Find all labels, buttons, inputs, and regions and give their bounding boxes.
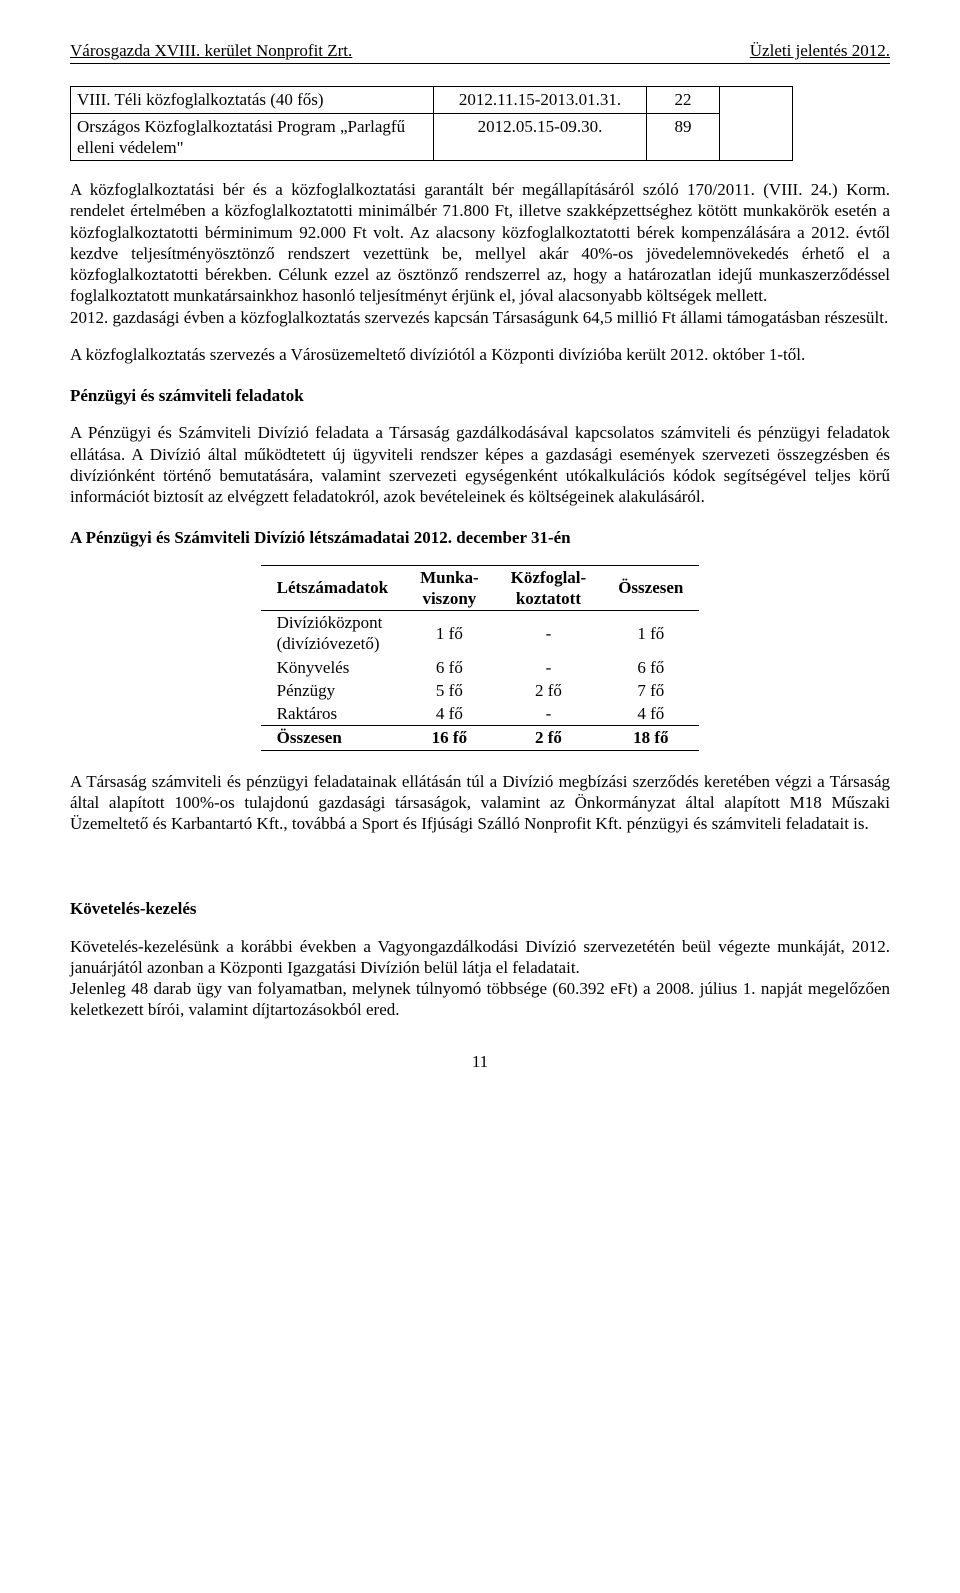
staff-table: Létszámadatok Munka-viszony Közfoglal-ko… xyxy=(261,565,700,751)
section-heading: Pénzügyi és számviteli feladatok xyxy=(70,385,890,406)
cell-label: VIII. Téli közfoglalkoztatás (40 fős) xyxy=(71,87,434,113)
col-header: Létszámadatok xyxy=(261,565,404,611)
cell-label: Divízióközpont(divízióvezető) xyxy=(261,611,404,656)
cell-value: 16 fő xyxy=(404,726,495,750)
body-paragraph: A Társaság számviteli és pénzügyi felada… xyxy=(70,771,890,835)
cell-value: 4 fő xyxy=(404,702,495,726)
body-paragraph: A közfoglalkoztatás szervezés a Városüze… xyxy=(70,344,890,365)
table-row: Raktáros 4 fő - 4 fő xyxy=(261,702,700,726)
spacer xyxy=(70,850,890,878)
cell-value: 2 fő xyxy=(495,679,603,702)
table-header-row: Létszámadatok Munka-viszony Közfoglal-ko… xyxy=(261,565,700,611)
cell-value: 1 fő xyxy=(404,611,495,656)
section-heading: Követelés-kezelés xyxy=(70,898,890,919)
table-total-row: Összesen 16 fő 2 fő 18 fő xyxy=(261,726,700,750)
cell-label: Összesen xyxy=(261,726,404,750)
body-paragraph: 2012. gazdasági évben a közfoglalkoztatá… xyxy=(70,307,890,328)
cell-value: 2 fő xyxy=(495,726,603,750)
header-right: Üzleti jelentés 2012. xyxy=(750,40,890,61)
col-header: Munka-viszony xyxy=(404,565,495,611)
header-left: Városgazda XVIII. kerület Nonprofit Zrt. xyxy=(70,40,352,61)
body-paragraph: A közfoglalkoztatási bér és a közfoglalk… xyxy=(70,179,890,307)
cell-value: - xyxy=(495,656,603,679)
table-row: VIII. Téli közfoglalkoztatás (40 fős) 20… xyxy=(71,87,793,113)
cell-value: 1 fő xyxy=(602,611,699,656)
table-row: Könyvelés 6 fő - 6 fő xyxy=(261,656,700,679)
cell-number: 89 xyxy=(647,113,720,161)
cell-value: - xyxy=(495,702,603,726)
cell-label: Raktáros xyxy=(261,702,404,726)
cell-date: 2012.11.15-2013.01.31. xyxy=(434,87,647,113)
section-heading: A Pénzügyi és Számviteli Divízió létszám… xyxy=(70,527,890,548)
cell-value: 6 fő xyxy=(404,656,495,679)
cell-number: 22 xyxy=(647,87,720,113)
cell-value: - xyxy=(495,611,603,656)
table-row: Divízióközpont(divízióvezető) 1 fő - 1 f… xyxy=(261,611,700,656)
col-header: Közfoglal-koztatott xyxy=(495,565,603,611)
table-row: Országos Közfoglalkoztatási Program „Par… xyxy=(71,113,793,161)
cell-value: 5 fő xyxy=(404,679,495,702)
body-paragraph: Jelenleg 48 darab ügy van folyamatban, m… xyxy=(70,978,890,1021)
body-paragraph: A Pénzügyi és Számviteli Divízió feladat… xyxy=(70,422,890,507)
cell-value: 7 fő xyxy=(602,679,699,702)
document-page: Városgazda XVIII. kerület Nonprofit Zrt.… xyxy=(0,0,960,1112)
cell-label: Könyvelés xyxy=(261,656,404,679)
cell-label: Pénzügy xyxy=(261,679,404,702)
cell-date: 2012.05.15-09.30. xyxy=(434,113,647,161)
cell-value: 18 fő xyxy=(602,726,699,750)
program-table: VIII. Téli közfoglalkoztatás (40 fős) 20… xyxy=(70,86,793,161)
page-header: Városgazda XVIII. kerület Nonprofit Zrt.… xyxy=(70,40,890,64)
col-header: Összesen xyxy=(602,565,699,611)
table-row: Pénzügy 5 fő 2 fő 7 fő xyxy=(261,679,700,702)
cell-empty xyxy=(720,87,793,161)
cell-value: 4 fő xyxy=(602,702,699,726)
cell-label: Országos Közfoglalkoztatási Program „Par… xyxy=(71,113,434,161)
body-paragraph: Követelés-kezelésünk a korábbi években a… xyxy=(70,936,890,979)
cell-value: 6 fő xyxy=(602,656,699,679)
page-number: 11 xyxy=(70,1051,890,1072)
